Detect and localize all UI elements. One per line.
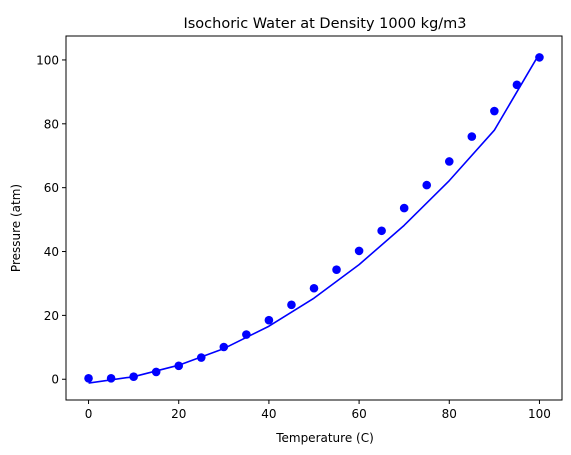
data-point (174, 361, 184, 371)
y-tick-label: 40 (44, 245, 59, 259)
data-points-layer (84, 53, 544, 383)
data-point (399, 203, 409, 213)
y-tick-label: 80 (44, 117, 59, 131)
y-axis-label: Pressure (atm) (9, 184, 23, 272)
plot-frame (65, 35, 563, 401)
y-tick-label: 0 (51, 373, 59, 387)
data-point (422, 180, 432, 190)
x-tick-label: 80 (442, 407, 457, 421)
y-tick-label: 60 (44, 181, 59, 195)
data-point (377, 226, 386, 236)
fit-line-layer (88, 53, 541, 384)
x-tick-label: 0 (85, 407, 93, 421)
data-point (129, 372, 138, 381)
plot-area (65, 35, 563, 401)
x-axis: 0 20 40 60 80 100 (85, 400, 551, 421)
data-point (196, 353, 206, 362)
data-point (332, 265, 341, 275)
data-point (106, 373, 116, 383)
x-axis-label: Temperature (C) (275, 431, 374, 445)
data-point (535, 53, 544, 62)
data-point (490, 106, 499, 116)
data-point (354, 246, 364, 256)
x-tick-label: 20 (171, 407, 186, 421)
x-tick-label: 60 (351, 407, 366, 421)
y-axis: 0 20 40 60 80 100 (36, 53, 66, 387)
data-point (512, 80, 522, 90)
data-point (309, 283, 319, 293)
data-point (467, 132, 477, 141)
y-tick-label: 20 (44, 309, 59, 323)
data-point (287, 300, 296, 310)
y-tick-label: 100 (36, 53, 59, 67)
data-point (242, 330, 251, 339)
x-tick-label: 100 (528, 407, 551, 421)
fit-line (88, 53, 541, 384)
chart-title: Isochoric Water at Density 1000 kg/m3 (183, 16, 466, 32)
x-tick-label: 40 (261, 407, 276, 421)
data-point (84, 373, 93, 383)
data-point (444, 157, 454, 166)
data-point (264, 315, 274, 325)
data-point (219, 342, 229, 352)
data-point (151, 367, 161, 377)
